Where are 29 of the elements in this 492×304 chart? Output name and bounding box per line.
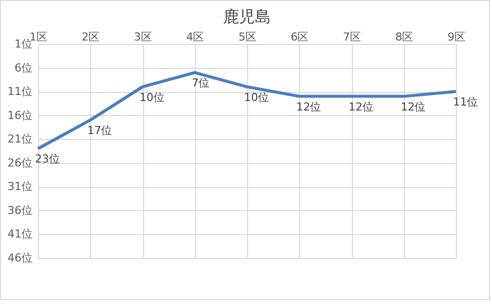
data-label: 10位 [140, 90, 164, 104]
data-label: 17位 [87, 124, 112, 138]
y-tick-label: 36位 [8, 204, 32, 217]
x-tick-label: 5区 [238, 30, 256, 44]
y-tick-label: 46位 [8, 252, 32, 264]
data-label: 7位 [192, 76, 210, 90]
y-tick-label: 6位 [14, 61, 32, 74]
y-tick-label: 41位 [8, 228, 32, 241]
data-label: 12位 [348, 100, 374, 114]
x-tick-label: 8区 [395, 30, 414, 44]
x-tick-label: 4区 [186, 30, 204, 44]
data-label: 23位 [35, 152, 60, 166]
x-tick-label: 9区 [448, 30, 466, 44]
x-tick-label: 7区 [343, 30, 361, 44]
y-tick-label: 26位 [8, 156, 32, 170]
chart-title: 鹿児島 [223, 7, 271, 26]
x-tick-label: 6区 [290, 30, 309, 44]
data-label: 10位 [244, 90, 269, 104]
y-tick-label: 21位 [8, 132, 32, 146]
x-tick-label: 3区 [134, 30, 152, 44]
y-tick-label: 11位 [8, 85, 32, 98]
y-tick-label: 31位 [8, 180, 32, 194]
data-label: 11位 [453, 96, 478, 109]
y-tick-label: 1位 [14, 38, 32, 50]
data-label: 12位 [296, 100, 322, 114]
x-tick-label: 2区 [82, 30, 100, 44]
y-tick-label: 16位 [8, 108, 32, 122]
x-tick-label: 1区 [30, 30, 48, 44]
data-label: 12位 [400, 100, 426, 114]
